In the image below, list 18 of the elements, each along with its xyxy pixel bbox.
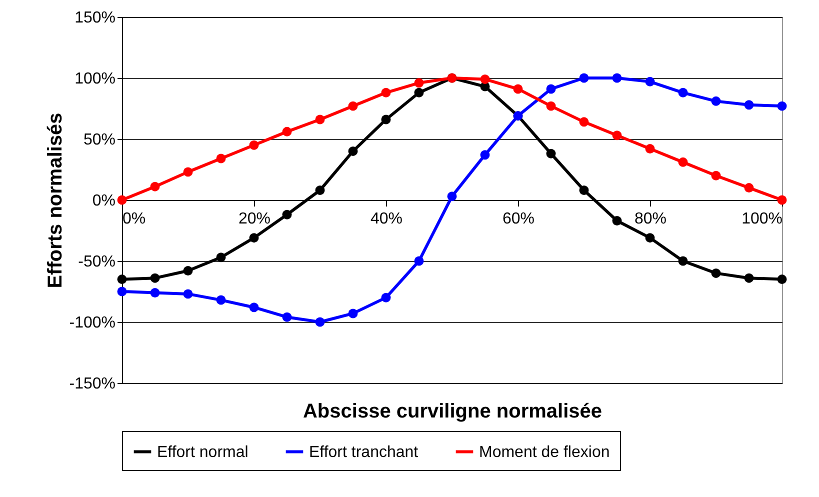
- legend-label: Moment de flexion: [479, 444, 610, 461]
- y-tick-label: -100%: [69, 314, 116, 332]
- x-tick-label: 20%: [238, 210, 271, 228]
- legend-label: Effort tranchant: [309, 444, 419, 461]
- x-axis-title: Abscisse curviligne normalisée: [302, 400, 602, 422]
- x-tick-label: 0%: [122, 210, 146, 228]
- y-tick-label: 50%: [83, 132, 116, 148]
- y-tick-label: 100%: [74, 70, 116, 88]
- y-tick-label: -150%: [69, 376, 116, 392]
- y-tick-label: -50%: [78, 254, 116, 270]
- y-tick-label: 0%: [92, 192, 116, 210]
- x-tick-label: 80%: [634, 210, 667, 228]
- x-tick-label: 100%: [742, 210, 782, 228]
- x-tick-label: 60%: [502, 210, 535, 228]
- y-tick-label: 150%: [74, 10, 116, 26]
- x-tick-label: 40%: [370, 210, 403, 228]
- legend-label: Effort normal: [157, 444, 248, 461]
- y-axis-title: Efforts normalisés: [44, 112, 66, 288]
